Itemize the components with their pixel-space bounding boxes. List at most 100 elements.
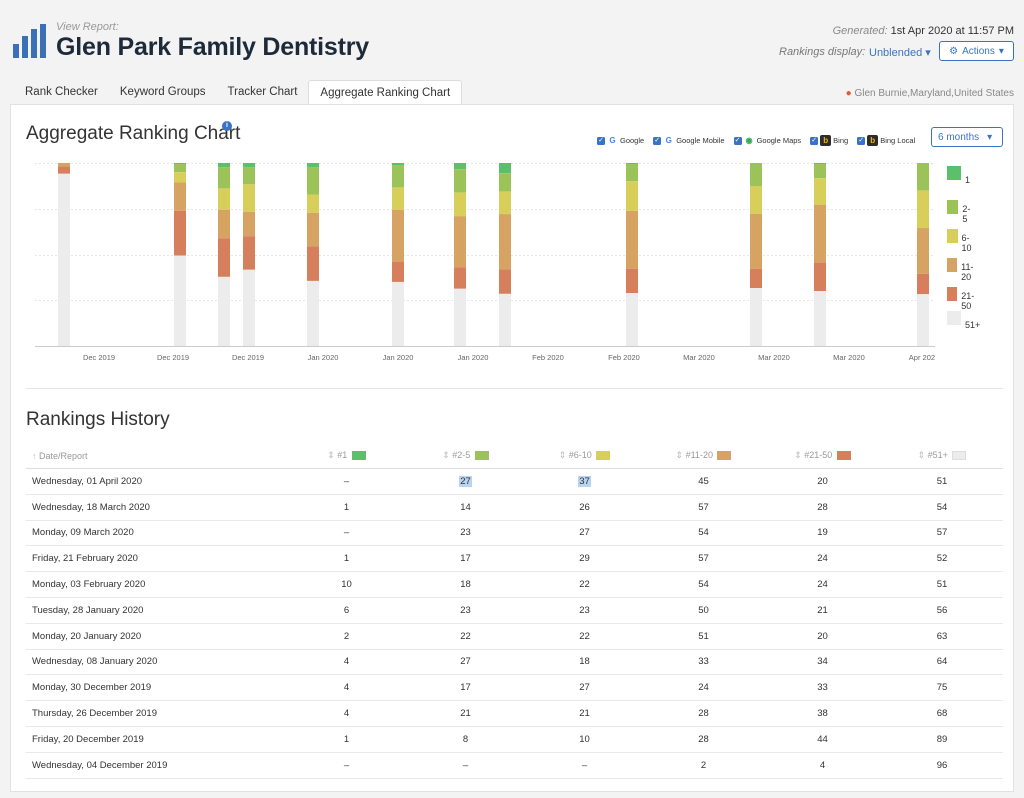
column-header-rank-11-20[interactable]: ⇕ #11-20 [644,450,763,461]
bar-segment-1[interactable] [499,163,511,174]
bar-segment-21-50[interactable] [626,268,638,294]
bar-segment-51+[interactable] [174,255,186,346]
bar-segment-6-10[interactable] [218,188,230,210]
bar-segment-1[interactable] [307,163,319,168]
bar-segment-1[interactable] [392,163,404,166]
column-header-rank-2-5[interactable]: ⇕ #2-5 [406,450,525,461]
column-header-rank-51-plus[interactable]: ⇕ #51+ [882,450,1002,461]
bar-segment-2-5[interactable] [917,163,929,191]
column-header-rank-1[interactable]: ⇕ #1 [287,450,406,461]
bar-segment-6-10[interactable] [307,194,319,213]
bar-segment-51+[interactable] [307,280,319,346]
engine-filter-google[interactable]: ✓ G Google [597,135,644,146]
column-header-date[interactable]: ↑ Date/Report [26,451,287,461]
chart-bar[interactable] [307,163,319,346]
checkbox-checked-icon[interactable]: ✓ [733,136,742,145]
bar-segment-21-50[interactable] [58,166,70,174]
bar-segment-2-5[interactable] [174,164,186,173]
bar-segment-6-10[interactable] [174,172,186,183]
actions-button[interactable]: ⚙ Actions ▾ [939,41,1014,61]
bar-segment-2-5[interactable] [626,164,638,182]
bar-segment-11-20[interactable] [58,163,70,167]
bar-segment-2-5[interactable] [499,173,511,192]
checkbox-checked-icon[interactable]: ✓ [810,136,819,145]
rankings-display-dropdown[interactable]: Unblended ▾ [869,46,931,59]
bar-segment-51+[interactable] [917,294,929,346]
tab-keyword-groups[interactable]: Keyword Groups [119,86,206,98]
chart-bar[interactable] [174,163,186,346]
bar-segment-21-50[interactable] [814,262,826,292]
bar-segment-1[interactable] [174,163,186,165]
bar-segment-11-20[interactable] [243,211,255,237]
bar-segment-1[interactable] [218,163,230,168]
bar-segment-51+[interactable] [218,276,230,346]
bar-segment-2-5[interactable] [392,165,404,188]
bar-segment-11-20[interactable] [499,214,511,270]
bar-segment-6-10[interactable] [392,187,404,210]
column-header-rank-6-10[interactable]: ⇕ #6-10 [525,450,644,461]
bar-segment-2-5[interactable] [814,164,826,179]
bar-segment-51+[interactable] [243,269,255,346]
bar-segment-21-50[interactable] [307,246,319,281]
bar-segment-51+[interactable] [626,293,638,346]
bar-segment-2-5[interactable] [454,169,466,193]
bar-segment-1[interactable] [454,163,466,170]
bar-segment-21-50[interactable] [499,269,511,294]
bar-segment-1[interactable] [626,163,638,165]
bar-segment-51+[interactable] [392,281,404,346]
bar-segment-11-20[interactable] [392,209,404,262]
bar-segment-51+[interactable] [814,291,826,346]
tab-tracker-chart[interactable]: Tracker Chart [227,86,298,98]
chart-bar[interactable] [814,163,826,346]
info-icon[interactable]: i [222,121,232,131]
engine-filter-bing[interactable]: ✓ b Bing [810,135,848,146]
bar-segment-21-50[interactable] [917,273,929,295]
chart-bar[interactable] [499,163,511,346]
bar-segment-21-50[interactable] [454,267,466,289]
bar-segment-11-20[interactable] [626,210,638,269]
chart-bar[interactable] [750,163,762,346]
bar-segment-51+[interactable] [750,288,762,346]
chart-bar[interactable] [218,163,230,346]
bar-segment-11-20[interactable] [814,204,826,263]
bar-segment-21-50[interactable] [174,210,186,256]
bar-segment-1[interactable] [814,163,826,165]
bar-segment-11-20[interactable] [174,182,186,211]
tab-aggregate-ranking-chart[interactable]: Aggregate Ranking Chart [308,80,463,104]
chart-bar[interactable] [917,163,929,346]
bar-segment-11-20[interactable] [454,216,466,268]
chart-bar[interactable] [243,163,255,346]
bar-segment-6-10[interactable] [814,178,826,205]
checkbox-checked-icon[interactable]: ✓ [653,136,662,145]
bar-segment-21-50[interactable] [243,236,255,270]
chart-bar[interactable] [626,163,638,346]
column-header-rank-21-50[interactable]: ⇕ #21-50 [763,450,882,461]
bar-segment-11-20[interactable] [750,213,762,269]
bar-segment-11-20[interactable] [218,209,230,239]
bar-segment-6-10[interactable] [499,191,511,215]
bar-segment-21-50[interactable] [218,238,230,277]
bar-segment-11-20[interactable] [307,212,319,247]
engine-filter-bing-local[interactable]: ✓ b Bing Local [857,135,915,146]
tab-rank-checker[interactable]: Rank Checker [25,86,98,98]
checkbox-checked-icon[interactable]: ✓ [597,136,605,145]
bar-segment-6-10[interactable] [454,192,466,217]
bar-segment-6-10[interactable] [750,186,762,214]
date-range-dropdown[interactable]: 6 months ▾ [931,127,1003,147]
bar-segment-21-50[interactable] [750,268,762,289]
bar-segment-2-5[interactable] [243,167,255,185]
bar-segment-11-20[interactable] [917,228,929,274]
bar-segment-51+[interactable] [454,288,466,346]
bar-segment-1[interactable] [243,163,255,168]
bar-segment-6-10[interactable] [917,190,929,229]
checkbox-checked-icon[interactable]: ✓ [857,136,866,145]
bar-segment-51+[interactable] [499,293,511,346]
bar-segment-2-5[interactable] [750,163,762,187]
bar-segment-51+[interactable] [58,173,70,346]
bar-segment-2-5[interactable] [307,167,319,195]
engine-filter-google-maps[interactable]: ✓ ◉ Google Maps [733,135,801,146]
bar-segment-6-10[interactable] [243,184,255,212]
bar-segment-21-50[interactable] [392,261,404,282]
chart-bar[interactable] [392,163,404,346]
bar-segment-2-5[interactable] [218,167,230,189]
